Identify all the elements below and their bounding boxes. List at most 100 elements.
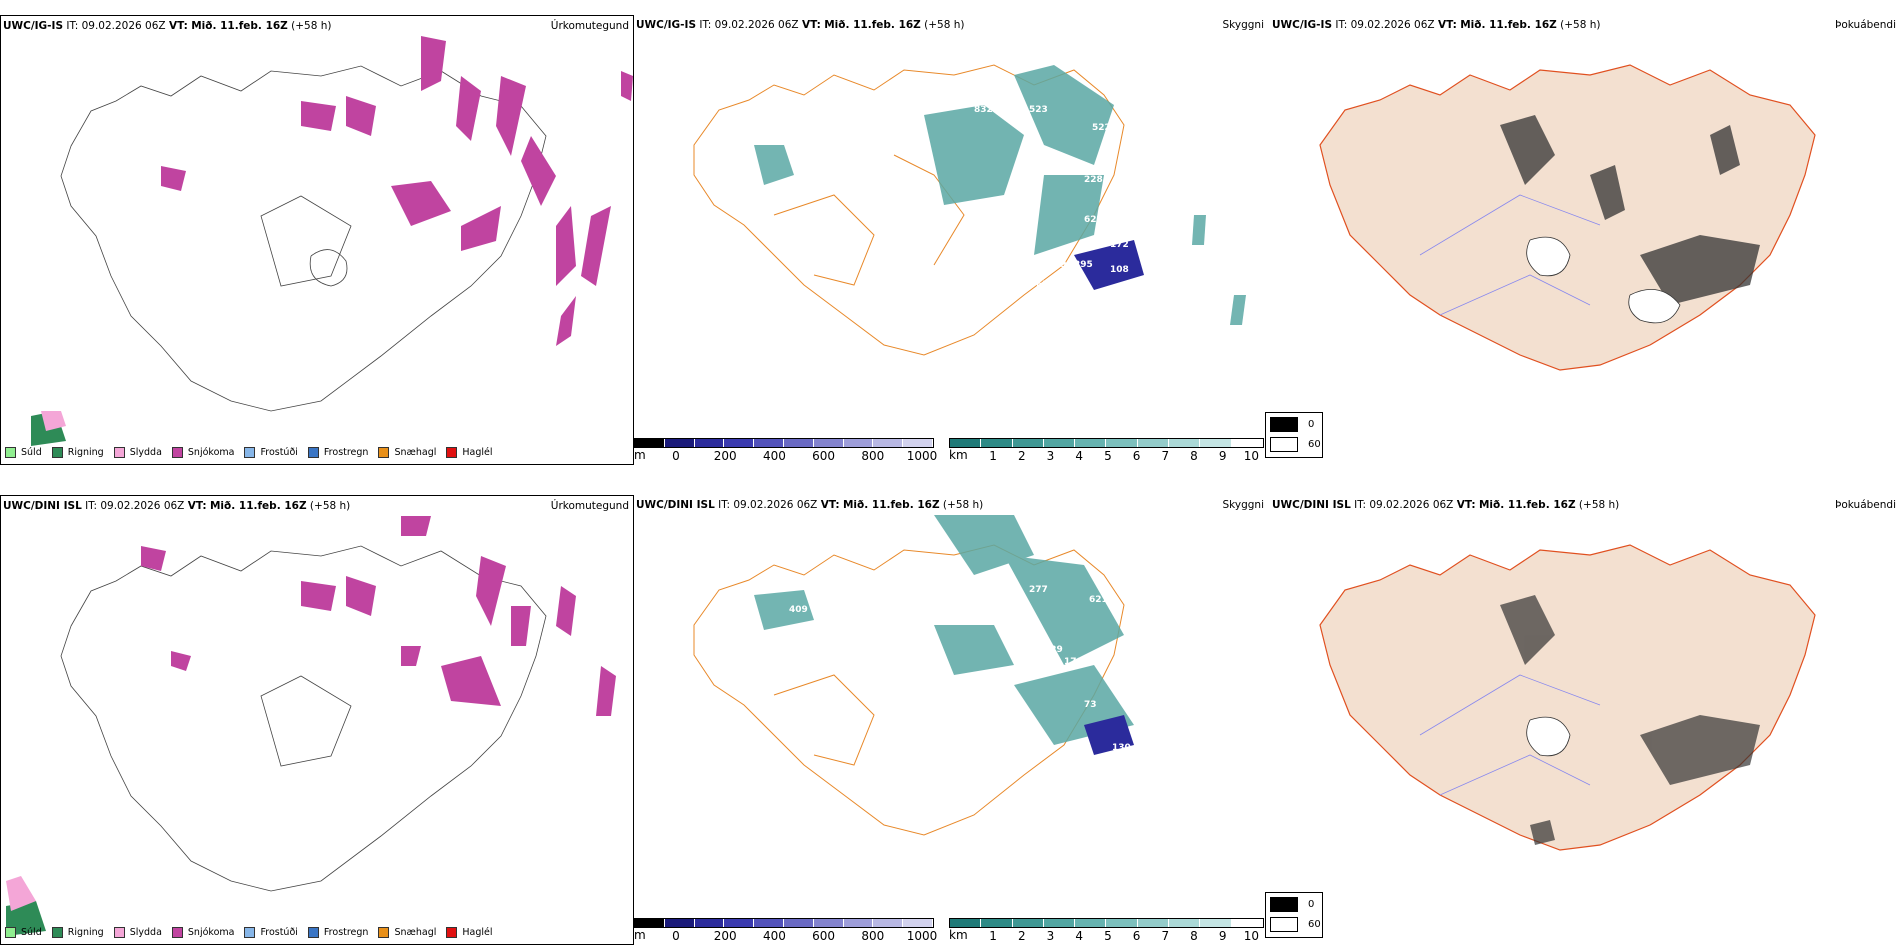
legend-item: Slydda [113, 447, 162, 458]
colorbar-swatch [1231, 919, 1263, 927]
panel-title: UWC/DINI ISL IT: 09.02.2026 06Z VT: Mið.… [636, 499, 984, 511]
cloud-base-unit: m [634, 448, 646, 462]
cloud-label: 409 [789, 605, 808, 615]
cloud-base-ticks: 0 200 400 600 800 1000 [634, 449, 937, 463]
colorbar-swatch [783, 919, 814, 927]
legend-item: Haglél [446, 927, 493, 938]
colorbar-swatch [1043, 919, 1076, 927]
colorbar-swatch [724, 439, 755, 447]
colorbar-tick: 9 [1218, 929, 1227, 943]
colorbar-tick: 8 [1190, 929, 1198, 943]
cloud-label: 170 [1064, 657, 1083, 667]
precip-map-top [31, 36, 633, 446]
cloud-label: 108 [1110, 265, 1129, 275]
colorbar-tick: 5 [1104, 929, 1112, 943]
colorbar-tick: 800 [861, 929, 885, 943]
panel-type-label: Skyggni [1222, 19, 1265, 31]
panel-type-label: Þokuábendi [1835, 19, 1896, 31]
colorbar-tick: 7 [1161, 449, 1170, 463]
legend-item: Rigning [51, 447, 104, 458]
precip-map-bottom [6, 516, 616, 936]
colorbar-swatch [724, 919, 755, 927]
colorbar-swatch [694, 919, 725, 927]
panel-title: UWC/DINI ISL IT: 09.02.2026 06Z VT: Mið.… [3, 500, 351, 512]
precip-legend: Súld Rigning Slydda Snjókoma Frostúði Fr… [5, 927, 493, 938]
legend-item: Snæhagl [378, 927, 436, 938]
colorbar-swatch [783, 439, 814, 447]
cloud-label: 172 [1110, 240, 1129, 250]
legend-item: Snjókoma [171, 447, 234, 458]
colorbar-swatch [754, 919, 784, 927]
visibility-colorbar-swatches [949, 918, 1264, 928]
panel-type-label: Úrkomutegund [550, 500, 629, 512]
colorbar-tick: 2 [1017, 929, 1026, 943]
colorbar-swatch [1137, 439, 1170, 447]
colorbar-swatch [873, 919, 904, 927]
colorbar-tick: 200 [713, 929, 737, 943]
cloud-base-unit: m [634, 928, 646, 942]
colorbar-swatch [664, 919, 695, 927]
colorbar-swatch [903, 919, 933, 927]
cloud-label: 130 [1112, 743, 1131, 753]
colorbar-swatch [981, 439, 1013, 447]
cloud-label: 32 [1134, 167, 1147, 177]
cloud-label: 198 [1054, 260, 1073, 270]
colorbar-swatch [950, 919, 982, 927]
legend-item: Rigning [51, 927, 104, 938]
colorbar-tick: 7 [1161, 929, 1170, 943]
precip-panel-bottom: UWC/DINI ISL IT: 09.02.2026 06Z VT: Mið.… [0, 495, 634, 945]
colorbar-swatch [1012, 439, 1044, 447]
colorbar-tick: 3 [1046, 449, 1055, 463]
cloud-label: 73 [1084, 700, 1097, 710]
cloud-label: 277 [1029, 585, 1048, 595]
colorbar-swatch [950, 439, 982, 447]
colorbar-swatch [1169, 919, 1201, 927]
cloud-label: 211 [1006, 213, 1025, 223]
colorbar-tick: 200 [713, 449, 737, 463]
colorbar-tick: 600 [812, 929, 836, 943]
colorbar-tick: 600 [812, 449, 836, 463]
legend-item: Súld [5, 447, 42, 458]
colorbar-swatch [664, 439, 695, 447]
cloud-map-bottom [693, 515, 1134, 836]
cloud-label: 621 [1089, 595, 1108, 605]
colorbar-swatch [635, 439, 665, 447]
colorbar-tick: 9 [1218, 449, 1227, 463]
cloud-label: 211 [954, 710, 973, 720]
colorbar-tick: 1 [989, 449, 997, 463]
panel-type-label: Úrkomutegund [550, 20, 629, 32]
cloud-label: 355 [1009, 645, 1028, 655]
colorbar-tick: 4 [1075, 449, 1084, 463]
cloud-label: 182 [1144, 140, 1163, 150]
fog-panel-top: UWC/IG-IS IT: 09.02.2026 06Z VT: Mið. 11… [1270, 15, 1900, 465]
colorbar-swatch [694, 439, 725, 447]
colorbar-tick: 6 [1132, 449, 1141, 463]
visibility-unit: km [949, 448, 968, 462]
panel-title: UWC/IG-IS IT: 09.02.2026 06Z VT: Mið. 11… [3, 20, 332, 32]
legend-item: Frostúði [244, 927, 298, 938]
cloud-label: 654 [1036, 280, 1055, 290]
precip-panel-top: UWC/IG-IS IT: 09.02.2026 06Z VT: Mið. 11… [0, 15, 634, 465]
colorbar-tick: 0 [672, 929, 680, 943]
colorbar-swatch [813, 919, 844, 927]
fog-legend-top: 0 60 [1265, 412, 1323, 458]
colorbar-tick: 3 [1046, 929, 1055, 943]
colorbar-swatch [1075, 439, 1107, 447]
colorbar-swatch [1137, 919, 1170, 927]
visibility-unit: km [949, 928, 968, 942]
visibility-colorbar: 1 2 3 4 5 6 7 8 9 10 km [949, 438, 1264, 463]
colorbar-swatch [1200, 439, 1232, 447]
colorbar-tick: 4 [1075, 929, 1084, 943]
cloud-label: 832 [974, 105, 993, 115]
legend-item: Snæhagl [378, 447, 436, 458]
fog-legend-bottom: 0 60 [1265, 892, 1323, 938]
colorbar-tick: 5 [1104, 449, 1112, 463]
cloud-panel-top: UWC/IG-IS IT: 09.02.2026 06Z VT: Mið. 11… [634, 15, 1270, 465]
colorbar-swatch [1043, 439, 1076, 447]
cloud-label: 352 [1174, 170, 1193, 180]
legend-item: Frostúði [244, 447, 298, 458]
colorbar-swatch [981, 919, 1013, 927]
colorbar-tick: 800 [861, 449, 885, 463]
cloud-label: 276 [1129, 655, 1148, 665]
legend-item: Súld [5, 927, 42, 938]
